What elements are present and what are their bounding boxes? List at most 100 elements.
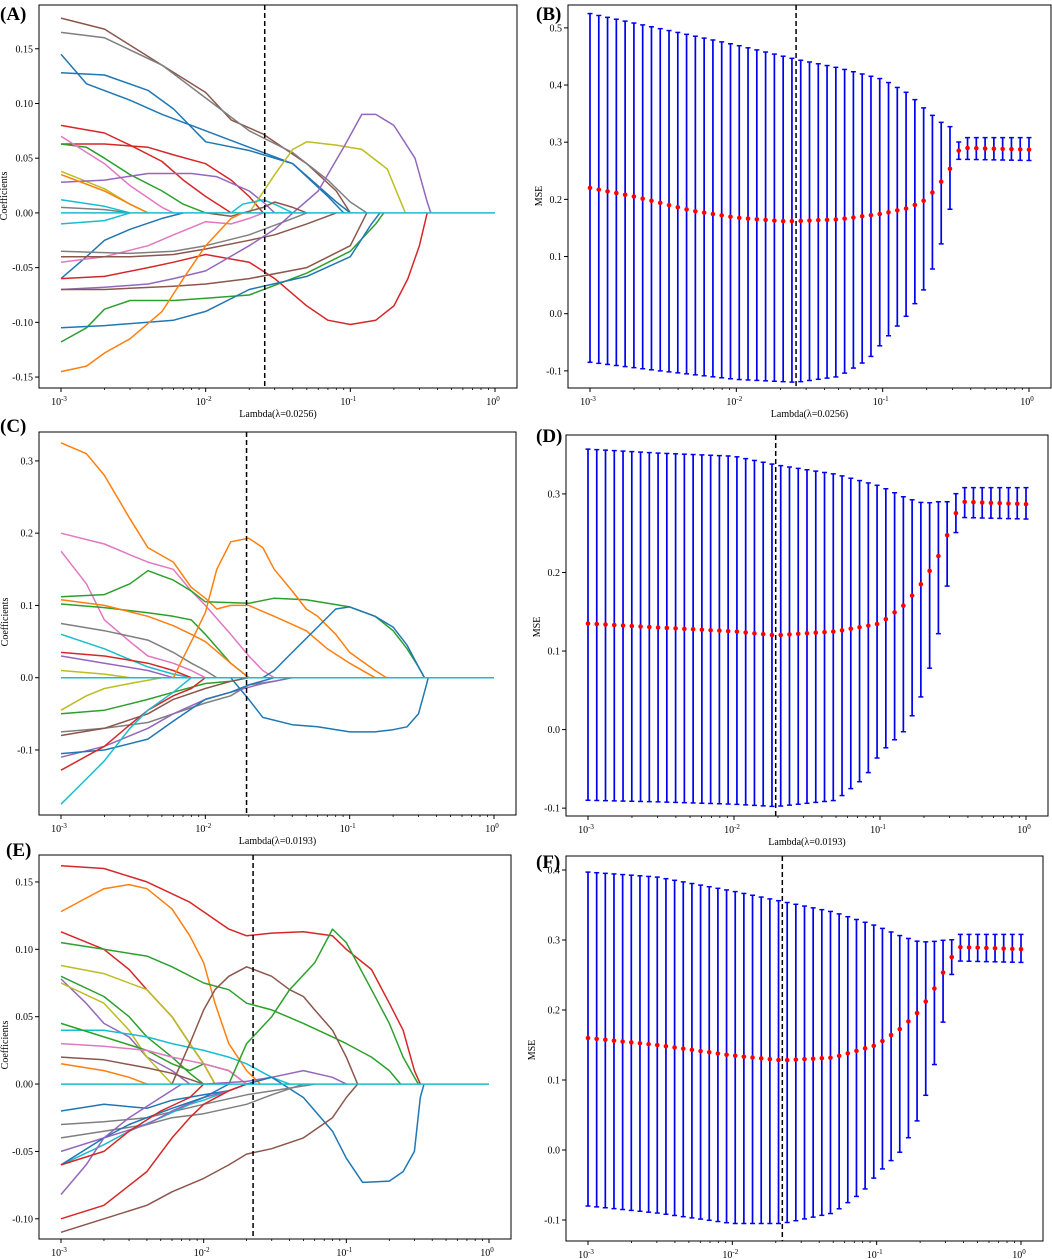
panel-f-errorbar [949, 939, 955, 976]
panel-b-errorbar [947, 125, 953, 210]
panel-c-coef-path [60, 651, 192, 679]
panel-d-errorbar [786, 466, 792, 806]
panel-f-mse-point [750, 1055, 755, 1060]
panel-d-xtick-label: 10-1 [870, 823, 886, 836]
panel-b-errorbar [956, 141, 962, 161]
panel-f-mse-point [940, 970, 946, 975]
panel-d-errorbar [865, 482, 871, 774]
panel-b-mse-point [930, 190, 935, 195]
panel-f-errorbar [862, 921, 868, 1190]
panel-b-errorbar [894, 86, 900, 327]
panel-d-mse-point [778, 632, 784, 638]
panel-a-ytick-label: -0.10 [12, 318, 33, 329]
panel-f-ytick-label: 0.1 [548, 1076, 561, 1087]
panel-b-errorbar [850, 70, 856, 369]
panel-a-coef-path [60, 53, 351, 214]
panel-b-mse-point [1000, 146, 1005, 152]
panel-d-errorbar [1005, 486, 1011, 520]
panel-b-errorbar [710, 39, 716, 378]
panel-e-coef-path [60, 1083, 183, 1195]
panel-f-mse-point [984, 945, 989, 951]
panel-d-mse-point [673, 626, 678, 631]
panel-a-coef-path [60, 212, 381, 329]
panel-f-mse-point [758, 1056, 764, 1061]
panel-f-mse-point [949, 954, 955, 960]
panel-f-errorbar [827, 910, 833, 1215]
panel-b-mse-point [982, 146, 988, 151]
panel-d-errorbar [822, 471, 828, 803]
panel-f-mse-point [741, 1054, 747, 1059]
panel-a-xlabel: Lambda(λ=0.0256) [239, 409, 316, 420]
panel-b-mse-point [895, 208, 900, 213]
panel-c-coef-path [230, 677, 429, 733]
panel-b-errorbar [938, 121, 944, 245]
panel-a-ytick-label: 0.05 [16, 154, 34, 165]
panel-d-xtick-label: 10-2 [724, 823, 740, 836]
panel-d-errorbar [769, 463, 775, 808]
panel-a-coef-path [61, 143, 264, 214]
panel-e-ytick-label: -0.05 [12, 1147, 33, 1158]
panel-b-errorbar [815, 63, 821, 381]
panel-d-mse-point [883, 616, 889, 622]
panel-f-mse-point [637, 1040, 643, 1046]
panel-b-errorbar [587, 12, 593, 364]
panel-b-ytick-label: 0.1 [550, 252, 563, 263]
panel-b-mse-point [903, 206, 909, 211]
panel-a-ytick-label: 0.00 [16, 208, 34, 219]
panel-b-mse-point [947, 166, 953, 172]
panel-d-errorbar [839, 475, 845, 797]
panel-d-mse-point [927, 568, 932, 574]
panel-c-coef-path [262, 606, 426, 679]
panel-b-errorbar [596, 14, 602, 365]
panel-f-mse-point [819, 1055, 825, 1061]
panel-b-mse-point [763, 217, 768, 223]
panel-d: -0.1 0.0 0.1 0.2 0.3 10-3 10-2 10-1 100 Lambda(λ=… [532, 426, 1049, 848]
panel-f-mse-point [724, 1052, 729, 1057]
panel-d-mse-point [997, 500, 1003, 506]
panel-f-mse-point [620, 1039, 625, 1044]
panel-d-errorbar [944, 501, 950, 587]
panel-f-mse-point [1010, 946, 1015, 952]
panel-e-ytick-label: 0.05 [16, 1012, 34, 1023]
panel-d-errorbar [909, 499, 915, 717]
panel-f-errorbar [620, 873, 626, 1211]
panel-a-coef-path [60, 212, 428, 326]
panel-d-mse-point [734, 629, 740, 634]
panel-f-errorbar [602, 872, 608, 1209]
panel-d-errorbar [953, 492, 959, 534]
panel-d-mse-point [787, 632, 792, 637]
panel-b-xtick-label: 10-3 [580, 395, 596, 408]
panel-e-coef-path [60, 883, 261, 1085]
panel-b-errorbar [842, 68, 848, 374]
panel-b-mse-point [693, 208, 698, 214]
panel-b-mse-point [815, 217, 821, 223]
panel-c-coef-path [60, 622, 218, 679]
panel-b-mse-point [877, 211, 883, 217]
panel-a-coef-path [60, 143, 206, 214]
panel-b-errorbar [684, 33, 690, 375]
panel-a-coef-path [60, 199, 131, 214]
panel-f-errorbar [940, 939, 946, 1023]
panel-a-frame [38, 4, 518, 389]
panel-d-ytick-label: -0.1 [544, 804, 560, 815]
panel-f-errorbar [836, 913, 842, 1210]
panel-b-errorbar [675, 31, 681, 374]
panel-d-mse-point [611, 622, 617, 628]
panel-c-ytick-label: -0.1 [17, 745, 33, 756]
panel-c-ytick-label: 0.1 [21, 601, 34, 612]
panel-b-mse-point [719, 213, 724, 218]
panel-f-errorbar [698, 884, 704, 1220]
panel-d-mse-point [1014, 501, 1020, 507]
panel-e-coef-path [60, 1083, 247, 1112]
panel-f-errorbar [585, 871, 591, 1207]
panel-d-errorbar [830, 473, 836, 802]
panel-f-ytick-label: 0.2 [548, 1006, 561, 1017]
panel-e-ytick-label: 0.00 [16, 1080, 34, 1091]
panel-e-plot-area [60, 865, 489, 1234]
panel-b-mse-point [991, 146, 997, 151]
panel-d-xlabel: Lambda(λ=0.0193) [768, 837, 845, 848]
panel-b-mse-point [631, 194, 637, 199]
panel-f-mse-point [906, 1019, 911, 1024]
panel-a-coef-path [60, 135, 174, 214]
panel-d-mse-point [594, 621, 600, 627]
